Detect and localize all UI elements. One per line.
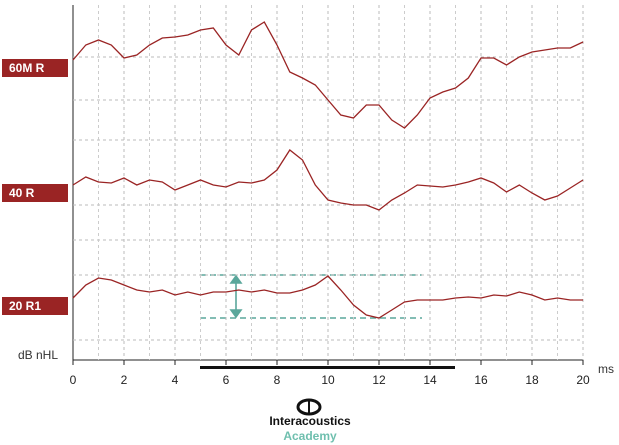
trace-label: 40 R	[9, 186, 35, 200]
logo: Interacoustics Academy	[269, 398, 351, 443]
trace-label-box	[2, 297, 68, 315]
x-tick-label: 16	[474, 373, 488, 387]
x-tick-label: 8	[274, 373, 281, 387]
waveform	[72, 21, 584, 129]
brand-name: Interacoustics	[269, 414, 351, 428]
x-tick-label: 18	[525, 373, 539, 387]
x-tick-label: 20	[576, 373, 590, 387]
waveform	[72, 275, 583, 319]
trace-label: 20 R1	[9, 299, 41, 313]
x-tick-label: 6	[223, 373, 230, 387]
trace-label-box	[2, 184, 68, 202]
x-tick-label: 10	[321, 373, 335, 387]
x-tick-label: 4	[172, 373, 179, 387]
x-tick-label: 12	[372, 373, 386, 387]
x-tick-label: 0	[70, 373, 77, 387]
trace-label-box	[2, 59, 68, 77]
brand-sub: Academy	[283, 429, 337, 443]
stimulus-bar	[200, 366, 455, 369]
trace-label: 60M R	[9, 61, 45, 75]
waveform	[72, 149, 584, 211]
x-tick-label: 14	[423, 373, 437, 387]
y-axis-label: dB nHL	[18, 348, 58, 362]
x-tick-label: 2	[121, 373, 128, 387]
x-axis-label: ms	[598, 362, 614, 376]
